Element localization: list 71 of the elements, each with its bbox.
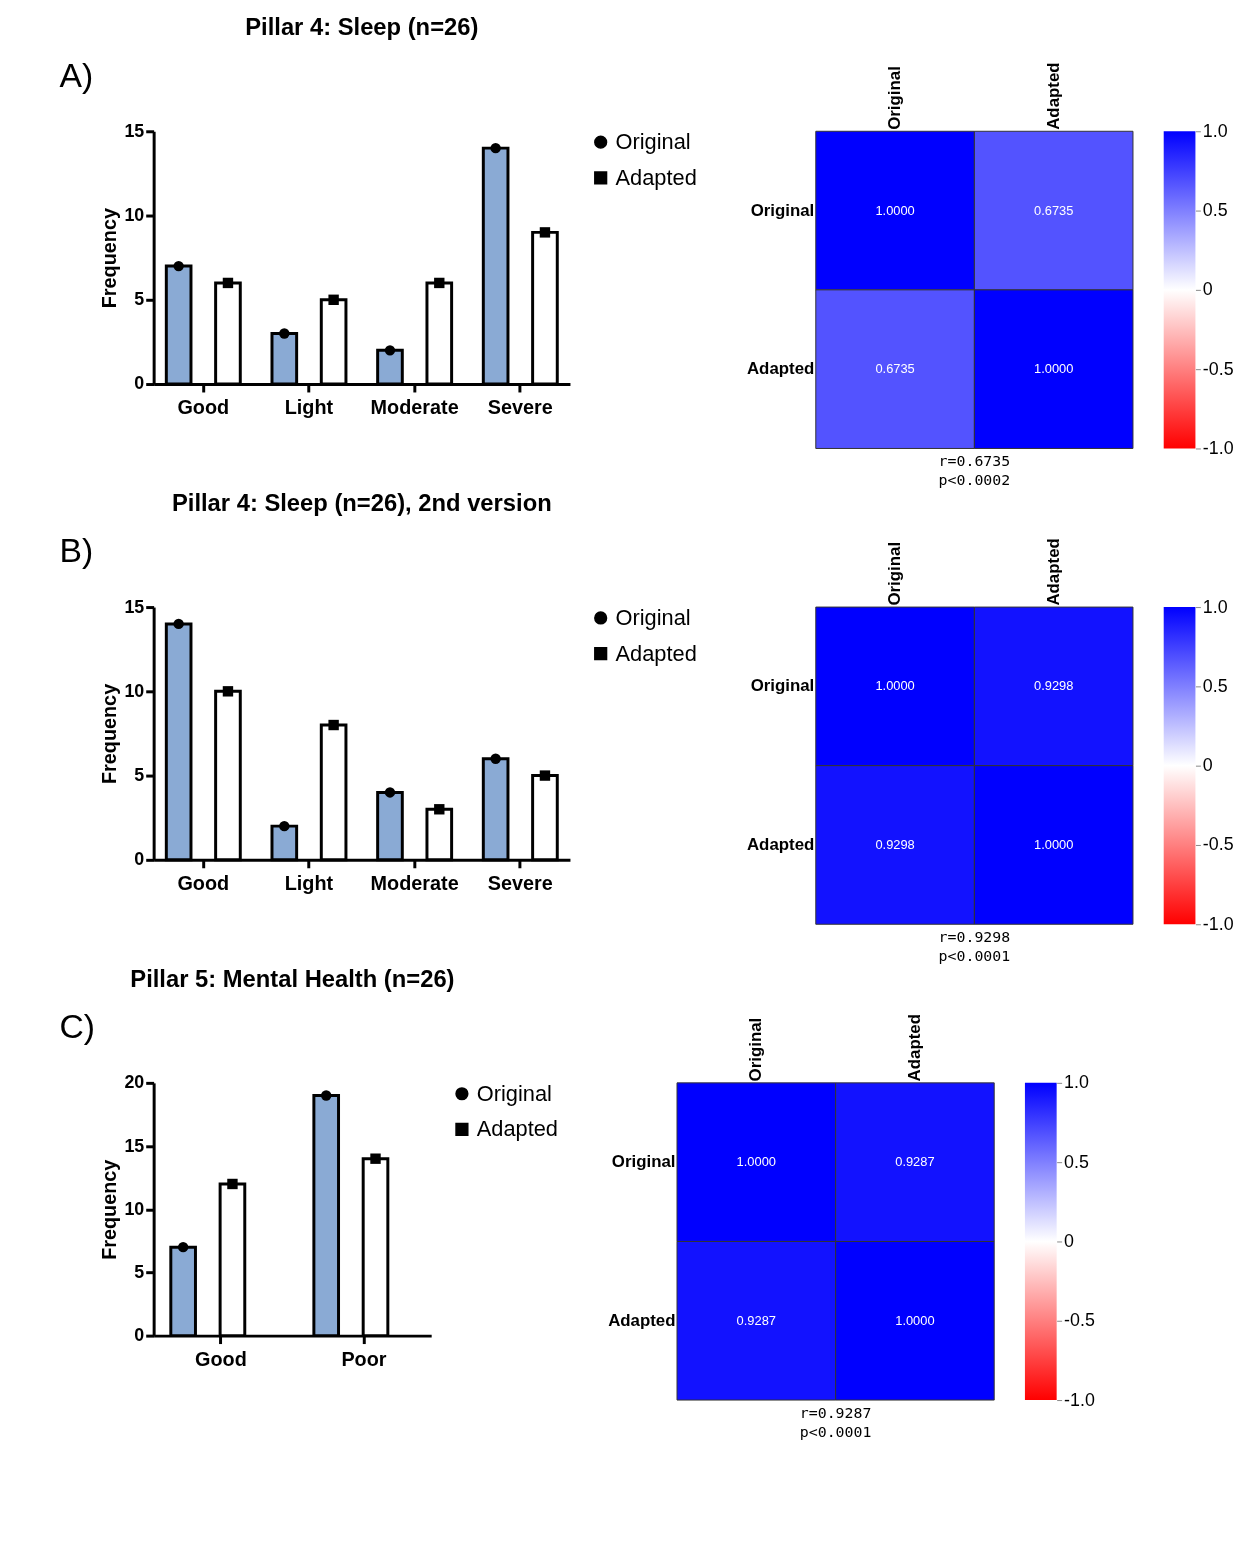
x-tick-label: Moderate bbox=[370, 396, 459, 419]
text: r=0.9287 bbox=[799, 1403, 872, 1422]
color-bar-label: 0.5 bbox=[1064, 1151, 1089, 1172]
text: B) bbox=[59, 531, 94, 570]
data-label: 1.0000 bbox=[1033, 836, 1074, 852]
data-label: 0.9287 bbox=[736, 1312, 777, 1328]
color-bar-label: -1.0 bbox=[1064, 1389, 1095, 1410]
chart-title: Pillar 4: Sleep (n=26) bbox=[245, 13, 479, 41]
y-tick-label: 20 bbox=[124, 1072, 145, 1093]
color-bar-label: 0.5 bbox=[1202, 200, 1228, 221]
data-label: 1.0000 bbox=[895, 1312, 935, 1328]
y-tick-label: Adapted bbox=[746, 834, 815, 854]
y-axis-title: Frequency bbox=[98, 683, 121, 785]
color-bar-label: -0.5 bbox=[1202, 834, 1234, 855]
color-bar-label: -1.0 bbox=[1202, 913, 1234, 934]
text: C) bbox=[59, 1007, 96, 1046]
chart-title: Pillar 4: Sleep (n=26), 2nd version bbox=[171, 488, 552, 516]
x-tick-label: Severe bbox=[487, 396, 553, 419]
x-tick-label: Light bbox=[284, 396, 334, 419]
y-tick-label: Original bbox=[750, 200, 815, 220]
x-tick-label: Light bbox=[284, 872, 334, 895]
text: A) bbox=[59, 55, 94, 94]
data-label: 0.6735 bbox=[875, 361, 915, 377]
text: r=0.9298 bbox=[938, 928, 1011, 947]
x-tick-label: Good bbox=[195, 1347, 247, 1370]
y-tick-label: 10 bbox=[124, 204, 145, 225]
y-tick-label: 10 bbox=[124, 680, 145, 701]
y-tick-label: 15 bbox=[124, 596, 145, 617]
y-tick-label: 5 bbox=[134, 1261, 145, 1282]
color-bar-label: 0 bbox=[1202, 279, 1213, 300]
chart-title: Pillar 5: Mental Health (n=26) bbox=[130, 964, 455, 992]
x-tick-label: Good bbox=[177, 872, 230, 895]
legend-label: Adapted bbox=[476, 1116, 558, 1142]
color-bar-label: -0.5 bbox=[1202, 358, 1234, 379]
x-tick-label: Moderate bbox=[370, 872, 459, 895]
legend-label: Original bbox=[476, 1080, 552, 1106]
color-bar-label: -0.5 bbox=[1064, 1310, 1095, 1331]
x-tick-label: Poor bbox=[341, 1347, 387, 1370]
y-tick-label: 15 bbox=[124, 1135, 145, 1156]
y-tick-label: 5 bbox=[134, 289, 145, 310]
y-tick-label: 0 bbox=[134, 1325, 145, 1346]
data-label: 1.0000 bbox=[1033, 361, 1074, 377]
y-tick-label: 15 bbox=[124, 120, 145, 141]
data-label: 0.6735 bbox=[1033, 202, 1074, 218]
y-tick-label: 0 bbox=[134, 849, 145, 870]
color-bar-label: 1.0 bbox=[1202, 120, 1228, 141]
color-bar-label: 0 bbox=[1064, 1230, 1075, 1251]
x-tick-label: Severe bbox=[487, 872, 553, 895]
data-label: 0.9287 bbox=[895, 1154, 935, 1170]
color-bar-label: -1.0 bbox=[1202, 437, 1234, 458]
text: p<0.0001 bbox=[938, 946, 1011, 965]
y-axis-title: Frequency bbox=[98, 1159, 121, 1260]
data-label: 1.0000 bbox=[875, 678, 915, 694]
text: p<0.0001 bbox=[799, 1422, 872, 1441]
data-label: 1.0000 bbox=[875, 202, 915, 218]
y-tick-label: Original bbox=[750, 676, 815, 696]
data-label: 1.0000 bbox=[736, 1154, 777, 1170]
data-label: 0.9298 bbox=[1033, 678, 1074, 694]
y-tick-label: 10 bbox=[124, 1198, 145, 1219]
color-bar-label: 1.0 bbox=[1202, 596, 1228, 617]
y-axis-title: Frequency bbox=[98, 208, 121, 309]
y-tick-label: 5 bbox=[134, 765, 145, 786]
y-tick-label: Adapted bbox=[746, 359, 815, 379]
color-bar-label: 0 bbox=[1202, 755, 1213, 776]
color-bar-label: 1.0 bbox=[1064, 1072, 1089, 1093]
color-bar-label: 0.5 bbox=[1202, 675, 1228, 696]
text: p<0.0002 bbox=[938, 471, 1011, 490]
data-label: 0.9298 bbox=[875, 836, 915, 852]
text: r=0.6735 bbox=[938, 452, 1011, 471]
y-tick-label: 0 bbox=[134, 373, 145, 394]
x-tick-label: Good bbox=[177, 396, 230, 419]
